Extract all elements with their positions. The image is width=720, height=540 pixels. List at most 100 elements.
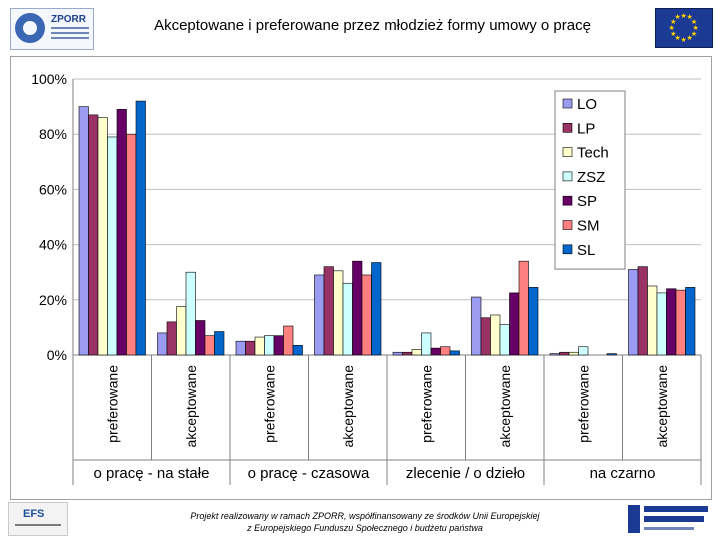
eu-star-icon: ★ bbox=[692, 24, 699, 32]
bar bbox=[685, 287, 696, 356]
legend-label: Tech bbox=[577, 145, 609, 162]
zporr-logo-text: ZPORR bbox=[51, 14, 86, 25]
efs-logo: EFS bbox=[8, 502, 68, 536]
bar bbox=[509, 292, 520, 356]
legend-label: SM bbox=[577, 218, 600, 235]
bar bbox=[637, 266, 648, 356]
legend-swatch bbox=[562, 147, 573, 157]
chart-frame: 0% 20% 40% 60% 80% 100% preferowane akceptowane… bbox=[10, 56, 712, 500]
group-label: o pracę - na stałe bbox=[94, 465, 210, 482]
bar bbox=[656, 292, 667, 356]
y-tick-label: 0% bbox=[47, 347, 67, 363]
x-tick-label: akceptowane bbox=[654, 365, 670, 448]
x-tick-label: akceptowane bbox=[183, 365, 199, 448]
eu-star-icon: ★ bbox=[690, 18, 698, 26]
eu-star-icon: ★ bbox=[680, 36, 687, 44]
bar bbox=[235, 340, 246, 356]
x-tick-label: akceptowane bbox=[340, 365, 356, 448]
y-tick-label: 20% bbox=[39, 292, 67, 308]
eu-star-icon: ★ bbox=[670, 18, 677, 26]
zporr-logo-mark-icon bbox=[15, 13, 45, 43]
bar bbox=[264, 335, 275, 356]
eu-star-icon: ★ bbox=[686, 34, 693, 42]
bar bbox=[323, 266, 334, 356]
bar bbox=[647, 285, 658, 356]
zporr-logo-subtext bbox=[51, 27, 89, 29]
legend-swatch bbox=[562, 171, 573, 182]
eu-star-icon: ★ bbox=[668, 24, 675, 32]
eu-star-icon: ★ bbox=[670, 30, 677, 38]
bar bbox=[214, 331, 225, 356]
bar bbox=[88, 114, 99, 356]
bar bbox=[628, 269, 639, 356]
bar bbox=[675, 289, 686, 356]
legend-label: SL bbox=[577, 242, 595, 259]
x-tick-label: preferowane bbox=[575, 365, 591, 443]
bar bbox=[135, 100, 146, 356]
logo-line-2 bbox=[644, 516, 704, 522]
bar bbox=[97, 117, 108, 356]
group-label: o pracę - czasowa bbox=[248, 465, 370, 482]
bar bbox=[430, 347, 441, 356]
group-label: zlecenie / o dzieło bbox=[406, 465, 525, 482]
bar bbox=[352, 260, 363, 356]
bar bbox=[361, 274, 372, 356]
bar bbox=[176, 306, 187, 356]
bar bbox=[292, 345, 303, 356]
bar bbox=[528, 287, 539, 356]
logo-line-3 bbox=[644, 527, 694, 530]
eu-star-icon: ★ bbox=[686, 14, 693, 22]
x-tick-label: preferowane bbox=[261, 365, 277, 443]
legend-swatch bbox=[562, 244, 573, 255]
footer-text: Projekt realizowany w ramach ZPORR, wspó… bbox=[150, 510, 580, 534]
bar bbox=[342, 282, 353, 356]
bar bbox=[559, 351, 570, 356]
eu-star-icon: ★ bbox=[690, 30, 698, 38]
bar bbox=[449, 350, 460, 356]
group-label: na czarno bbox=[590, 465, 656, 482]
legend-label: LP bbox=[577, 120, 595, 137]
bar bbox=[116, 109, 127, 356]
bar bbox=[499, 324, 510, 356]
european-social-fund-logo bbox=[626, 502, 714, 536]
footer-line-2: z Europejskiego Funduszu Społecznego i b… bbox=[247, 523, 483, 533]
legend-label: SP bbox=[577, 193, 597, 210]
y-tick-label: 60% bbox=[39, 181, 67, 197]
legend-swatch bbox=[562, 220, 573, 230]
bar bbox=[314, 274, 325, 356]
bar bbox=[606, 353, 617, 356]
bar bbox=[421, 332, 432, 356]
legend-label: ZSZ bbox=[577, 169, 605, 186]
bar bbox=[195, 320, 206, 356]
logo-line-1 bbox=[644, 506, 708, 512]
legend-label: LO bbox=[577, 96, 597, 113]
bar bbox=[578, 346, 589, 356]
efs-logo-subline bbox=[15, 524, 61, 526]
eu-star-icon: ★ bbox=[674, 34, 681, 42]
bar bbox=[480, 317, 491, 356]
slide-header: ZPORR Akceptowane i preferowane przez mł… bbox=[0, 0, 720, 52]
bar bbox=[471, 296, 482, 356]
bar bbox=[392, 351, 403, 356]
eu-flag-icon: ★ ★ ★ ★ ★ ★ ★ ★ ★ ★ ★ ★ bbox=[655, 8, 713, 48]
bar bbox=[402, 351, 413, 356]
zporr-logo: ZPORR bbox=[10, 8, 94, 50]
bar bbox=[440, 346, 451, 356]
bar bbox=[371, 262, 382, 356]
bar bbox=[549, 353, 560, 356]
legend-swatch bbox=[562, 123, 573, 133]
bar bbox=[568, 351, 579, 356]
bar bbox=[490, 314, 501, 356]
bar bbox=[283, 325, 294, 356]
bar bbox=[185, 271, 196, 356]
bar bbox=[245, 340, 256, 356]
eu-star-icon: ★ bbox=[674, 14, 681, 22]
bar bbox=[273, 335, 284, 356]
bar bbox=[126, 133, 137, 356]
eu-flag-small-icon bbox=[628, 505, 640, 533]
bar bbox=[518, 260, 529, 356]
eu-star-icon: ★ bbox=[680, 12, 687, 20]
legend-swatch bbox=[562, 195, 573, 206]
efs-logo-text: EFS bbox=[23, 508, 45, 520]
x-tick-label: akceptowane bbox=[497, 365, 513, 448]
